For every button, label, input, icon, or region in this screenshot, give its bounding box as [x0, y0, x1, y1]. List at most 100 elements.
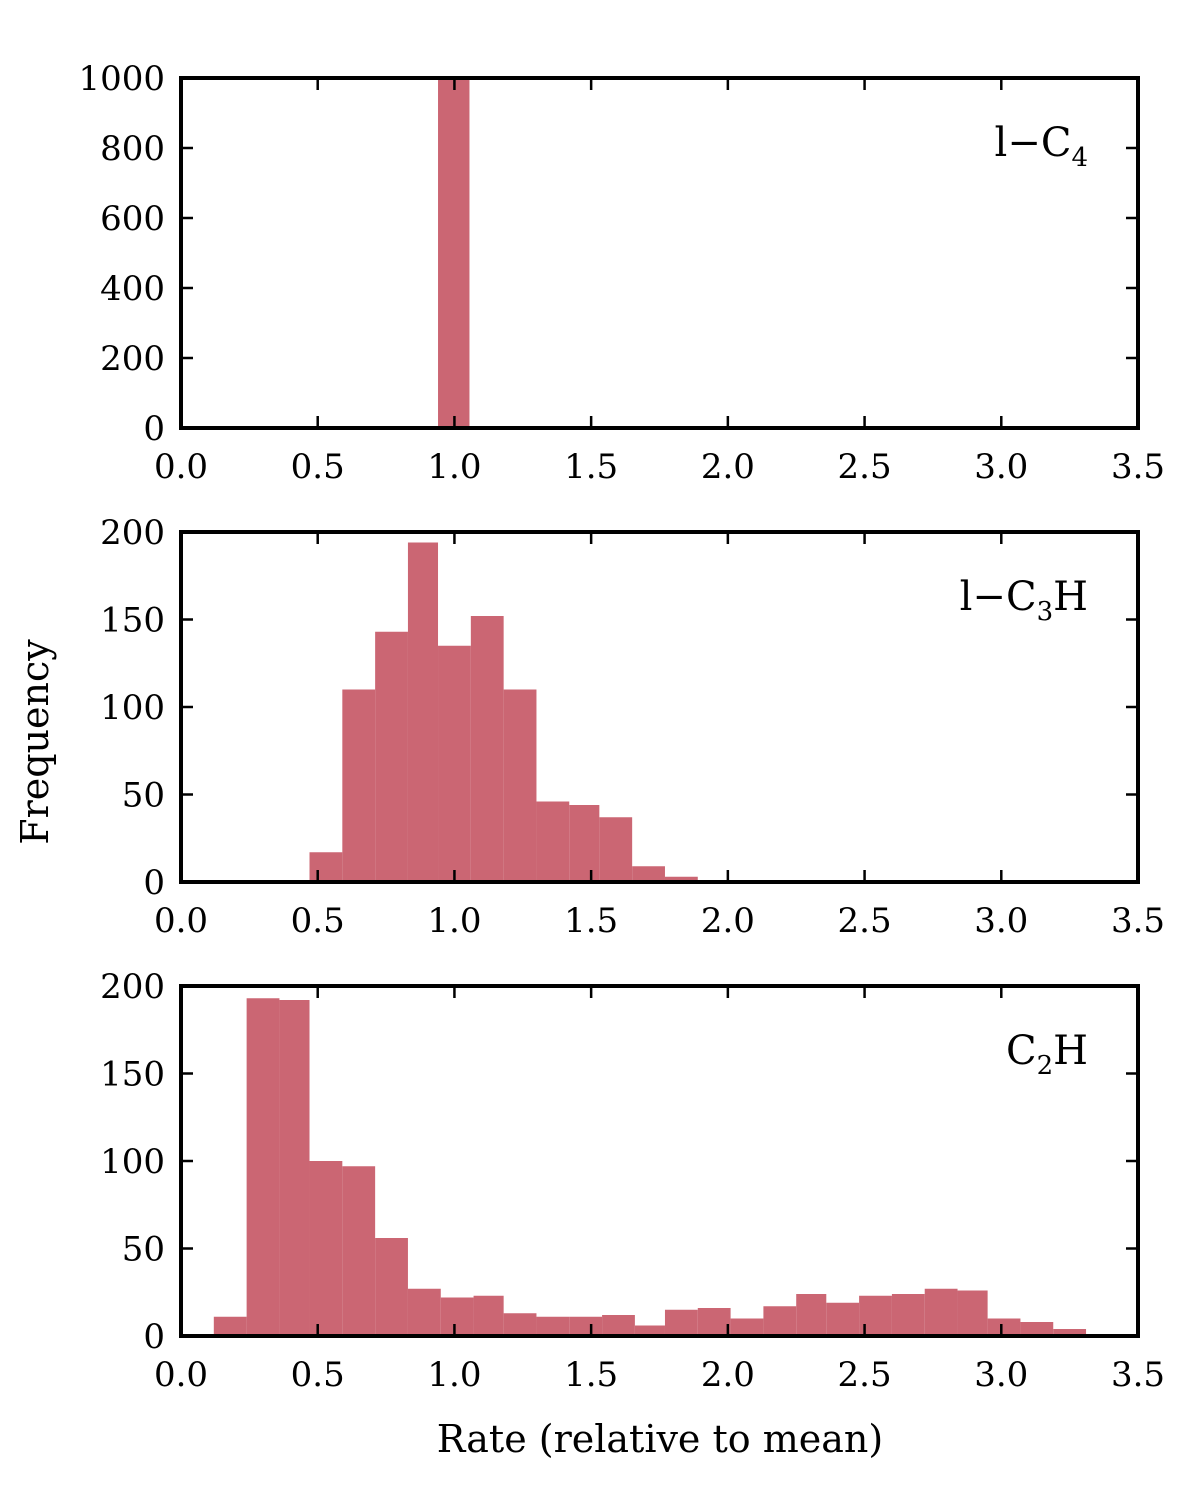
- histogram-bar: [796, 1294, 827, 1336]
- histogram-bar: [599, 817, 633, 882]
- histogram-bar: [213, 1316, 247, 1336]
- panel-label: l−C4: [995, 120, 1088, 173]
- x-tick-label: 1.0: [427, 1355, 481, 1395]
- x-tick-label: 1.5: [564, 1355, 618, 1395]
- panel-label-subscript: 2: [1037, 1051, 1054, 1081]
- panel-label-main: l−C: [960, 574, 1037, 620]
- x-tick-label: 0.0: [154, 901, 208, 941]
- histogram-bar: [1053, 1329, 1087, 1336]
- x-tick-label: 3.5: [1111, 447, 1165, 487]
- panel-label: l−C3H: [960, 574, 1088, 627]
- histogram-bar: [569, 805, 600, 882]
- histogram-bar: [438, 78, 470, 428]
- plot-frame: [179, 984, 1140, 1338]
- y-tick-label: 50: [122, 776, 165, 816]
- histogram-bar: [664, 1309, 698, 1336]
- histogram-bar: [309, 852, 343, 882]
- y-tick-label: 1000: [78, 59, 165, 99]
- x-tick-label: 2.0: [701, 901, 755, 941]
- plot-frame: [179, 76, 1140, 430]
- histogram-bar: [632, 866, 665, 882]
- x-tick-label: 2.5: [838, 901, 892, 941]
- x-tick-label: 3.0: [974, 447, 1028, 487]
- x-tick-label: 0.0: [154, 447, 208, 487]
- histogram-bar: [957, 1290, 988, 1336]
- panel-label-main: C: [1006, 1028, 1037, 1074]
- panel-label-main: l−C: [995, 120, 1072, 166]
- histogram-bar: [987, 1318, 1021, 1336]
- histogram-bar: [342, 689, 376, 882]
- x-tick-label: 0.5: [291, 1355, 345, 1395]
- y-axis-title: Frequency: [13, 639, 57, 845]
- histogram-bar: [602, 1315, 635, 1336]
- x-tick-label: 1.5: [564, 901, 618, 941]
- histogram-bar: [246, 998, 280, 1336]
- x-tick-label: 0.0: [154, 1355, 208, 1395]
- y-tick-label: 0: [143, 863, 165, 903]
- histogram-panel-1: 0.0 0.5 1.0 1.5 2.0 2.5 3.0 3.5 0 200 400 600 800 100…: [78, 59, 1165, 487]
- histogram-bar: [826, 1302, 860, 1336]
- panel-label-subscript: 3: [1037, 597, 1054, 627]
- x-tick-label: 0.5: [291, 447, 345, 487]
- histogram-bar: [730, 1318, 764, 1336]
- x-tick-label: 2.5: [838, 1355, 892, 1395]
- y-tick-label: 0: [143, 1317, 165, 1357]
- x-tick-label: 3.5: [1111, 1355, 1165, 1395]
- histogram-bar: [375, 1238, 408, 1336]
- y-tick-label: 50: [122, 1230, 165, 1270]
- histogram-bar: [279, 1000, 310, 1336]
- histogram-bar: [342, 1166, 376, 1336]
- histogram-bar: [503, 1313, 537, 1336]
- y-tick-label: 200: [100, 967, 165, 1007]
- histogram-panel-3: 0.0 0.5 1.0 1.5 2.0 2.5 3.0 3.5 0 50 100 150 200 C2H: [100, 967, 1165, 1395]
- x-tick-label: 3.5: [1111, 901, 1165, 941]
- histogram-bar: [697, 1308, 731, 1336]
- y-tick-label: 0: [143, 409, 165, 449]
- x-tick-label: 0.5: [291, 901, 345, 941]
- x-tick-label: 1.5: [564, 447, 618, 487]
- histogram-bar: [407, 542, 439, 882]
- panel-label: C2H: [1006, 1028, 1088, 1081]
- y-tick-label: 100: [100, 688, 165, 728]
- x-tick-label: 2.0: [701, 1355, 755, 1395]
- histogram-bar: [407, 1288, 441, 1336]
- histogram-bar: [891, 1294, 925, 1336]
- histogram-bar: [438, 645, 471, 882]
- histogram-bar: [470, 616, 504, 882]
- histogram-bar: [503, 689, 537, 882]
- y-tick-label: 400: [100, 269, 165, 309]
- y-tick-label: 800: [100, 129, 165, 169]
- plot-frame: [179, 530, 1140, 884]
- histogram-bar: [536, 1316, 570, 1336]
- histogram-panels: 0.0 0.5 1.0 1.5 2.0 2.5 3.0 3.50200400600800100…: [78, 59, 1165, 1395]
- y-tick-label: 150: [100, 1055, 165, 1095]
- y-tick-label: 200: [100, 513, 165, 553]
- histogram-bar: [473, 1295, 504, 1336]
- x-tick-label: 3.0: [974, 901, 1028, 941]
- x-axis-title: Rate (relative to mean): [437, 1417, 883, 1461]
- y-tick-label: 600: [100, 199, 165, 239]
- histogram-bar: [763, 1306, 797, 1336]
- x-tick-label: 3.0: [974, 1355, 1028, 1395]
- y-tick-label: 150: [100, 601, 165, 641]
- x-tick-label: 1.0: [427, 447, 481, 487]
- x-tick-label: 2.0: [701, 447, 755, 487]
- histogram-panel-2: 0.0 0.5 1.0 1.5 2.0 2.5 3.0 3.5 0 50 100 150 200 l−C3…: [100, 513, 1165, 941]
- panel-label-subscript: 4: [1071, 143, 1088, 173]
- histogram-bar: [1020, 1322, 1054, 1336]
- histogram-bar: [634, 1325, 665, 1336]
- panel-label-tail: H: [1053, 574, 1088, 620]
- histogram-bar: [375, 631, 408, 882]
- histogram-bar: [536, 801, 570, 882]
- y-tick-label: 200: [100, 339, 165, 379]
- y-tick-label: 100: [100, 1142, 165, 1182]
- panel-label-tail: H: [1053, 1028, 1088, 1074]
- x-tick-label: 2.5: [838, 447, 892, 487]
- histogram-bar: [664, 876, 698, 882]
- histogram-bar: [440, 1297, 474, 1336]
- x-tick-label: 1.0: [427, 901, 481, 941]
- histogram-bar: [309, 1161, 343, 1336]
- histogram-bar: [569, 1316, 603, 1336]
- histogram-bar: [924, 1288, 958, 1336]
